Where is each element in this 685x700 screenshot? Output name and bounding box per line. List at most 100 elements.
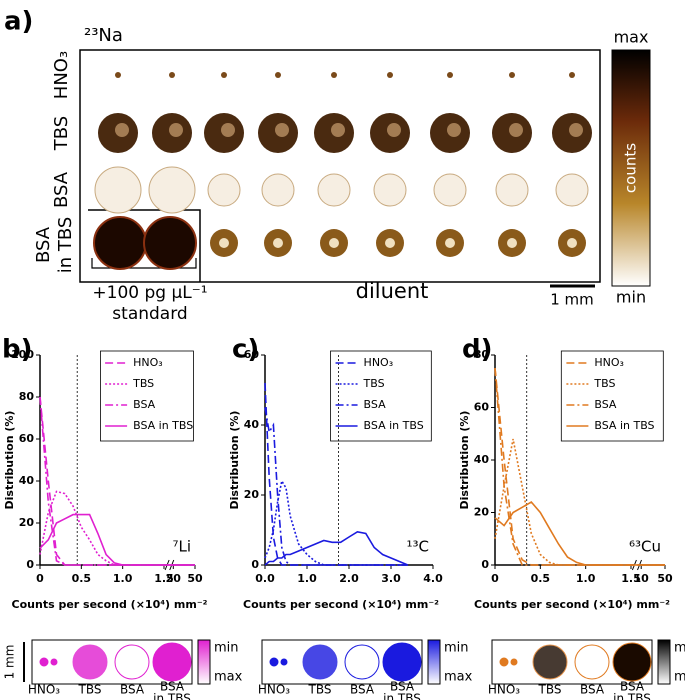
spot-image xyxy=(93,72,592,270)
x-tick-label: 0.5 xyxy=(72,572,92,585)
spot xyxy=(433,173,467,207)
y-tick-label: 20 xyxy=(244,488,260,501)
legend-box xyxy=(330,350,432,442)
inset-colorbar xyxy=(427,639,441,685)
series-line xyxy=(264,407,408,566)
series-line xyxy=(264,478,408,566)
x-tick-label: 0.0 xyxy=(255,572,275,585)
spot xyxy=(331,123,345,137)
inset-spot xyxy=(574,644,610,680)
row-label: TBS xyxy=(51,116,72,151)
y-tick-label: 80 xyxy=(474,348,490,361)
series-line xyxy=(264,382,408,566)
x-tick-label: 1.0 xyxy=(297,572,317,585)
inset-spot xyxy=(344,644,380,680)
series-line xyxy=(494,368,665,566)
inset-label: BSA xyxy=(390,680,415,694)
y-tick-label: 40 xyxy=(19,474,35,487)
panel-letter: b) xyxy=(2,335,33,365)
spot xyxy=(387,123,401,137)
spot xyxy=(567,238,577,248)
diluent-label: diluent xyxy=(356,279,429,303)
x-tick-label: 3.0 xyxy=(381,572,401,585)
spot xyxy=(261,173,295,207)
legend-box xyxy=(560,350,664,442)
legend-label: BSA xyxy=(594,398,617,411)
scale-label: 1 mm xyxy=(550,291,594,309)
inset-colorbar-label: max xyxy=(674,670,685,685)
legend-label: TBS xyxy=(593,377,615,390)
y-tick-label: 40 xyxy=(244,418,260,431)
x-tick-label: 0 xyxy=(491,572,499,585)
inset-colorbar-label: min xyxy=(674,641,685,656)
inset-scale-label: 1 mm xyxy=(3,645,17,680)
legend-label: BSA xyxy=(364,398,387,411)
spot xyxy=(495,173,529,207)
inset-colorbar-label: max xyxy=(214,670,243,685)
x-axis-label: Counts per second (×10⁴) mm⁻² xyxy=(474,598,670,611)
spot xyxy=(169,123,183,137)
x-tick-label: 2.0 xyxy=(339,572,359,585)
x-tick-label: 0 xyxy=(36,572,44,585)
spot xyxy=(373,173,407,207)
x-tick-label: 1.0 xyxy=(113,572,133,585)
row-label: HNO₃ xyxy=(51,51,72,99)
isotope-label: ⁷Li xyxy=(172,538,191,556)
inset-label: HNO₃ xyxy=(258,683,290,697)
x-tick-label: 20 xyxy=(166,572,182,585)
x-axis-label: Counts per second (×10⁴) mm⁻² xyxy=(243,598,439,611)
spot xyxy=(219,238,229,248)
row-label: BSA xyxy=(33,226,54,263)
spot xyxy=(207,173,241,207)
spot xyxy=(169,72,175,78)
inset-colorbar xyxy=(197,639,211,685)
y-tick-label: 40 xyxy=(474,453,490,466)
inset-colorbar-label: min xyxy=(444,641,469,656)
y-tick-label: 60 xyxy=(474,401,490,414)
y-tick-label: 0 xyxy=(251,558,259,571)
y-tick-label: 0 xyxy=(481,558,489,571)
standard-label: standard xyxy=(112,304,187,324)
spot xyxy=(509,72,515,78)
legend-label: HNO₃ xyxy=(594,356,624,369)
legend-label: BSA xyxy=(133,398,156,411)
inset-label: HNO₃ xyxy=(488,683,520,697)
inset-label: TBS xyxy=(78,683,102,697)
y-axis-label: Distribution (%) xyxy=(458,411,471,510)
spot xyxy=(569,123,583,137)
inset-spot xyxy=(50,658,58,666)
legend-label: HNO₃ xyxy=(364,356,394,369)
inset-spot xyxy=(612,642,652,682)
colorbar-min: min xyxy=(616,288,646,307)
inset-spot xyxy=(302,644,338,680)
legend-label: BSA in TBS xyxy=(364,419,424,432)
inset-label: in TBS xyxy=(383,692,421,700)
spot xyxy=(447,72,453,78)
spot xyxy=(447,123,461,137)
inset-spot xyxy=(510,658,518,666)
x-tick-label: 1.5 xyxy=(621,572,641,585)
legend-label: BSA in TBS xyxy=(133,419,193,432)
image-frame xyxy=(79,49,601,283)
inset-spot xyxy=(280,658,288,666)
isotope-label: ¹³C xyxy=(407,538,430,556)
inset-spot xyxy=(72,644,108,680)
legend-label: TBS xyxy=(363,377,385,390)
y-tick-label: 60 xyxy=(244,348,260,361)
inset-spot xyxy=(499,657,509,667)
legend-label: HNO₃ xyxy=(133,356,163,369)
spot xyxy=(555,173,589,207)
x-tick-label: 10 xyxy=(634,572,650,585)
legend-box xyxy=(100,350,194,442)
bracket xyxy=(91,258,197,269)
spot xyxy=(329,238,339,248)
spot xyxy=(115,72,121,78)
inset-spot xyxy=(532,644,568,680)
spot xyxy=(148,166,196,214)
x-axis-label: Counts per second (×10⁴) mm⁻² xyxy=(12,598,208,611)
spot xyxy=(317,173,351,207)
x-tick-label: 0.5 xyxy=(531,572,551,585)
inset-label: BSA xyxy=(160,680,185,694)
series-line xyxy=(39,513,195,566)
